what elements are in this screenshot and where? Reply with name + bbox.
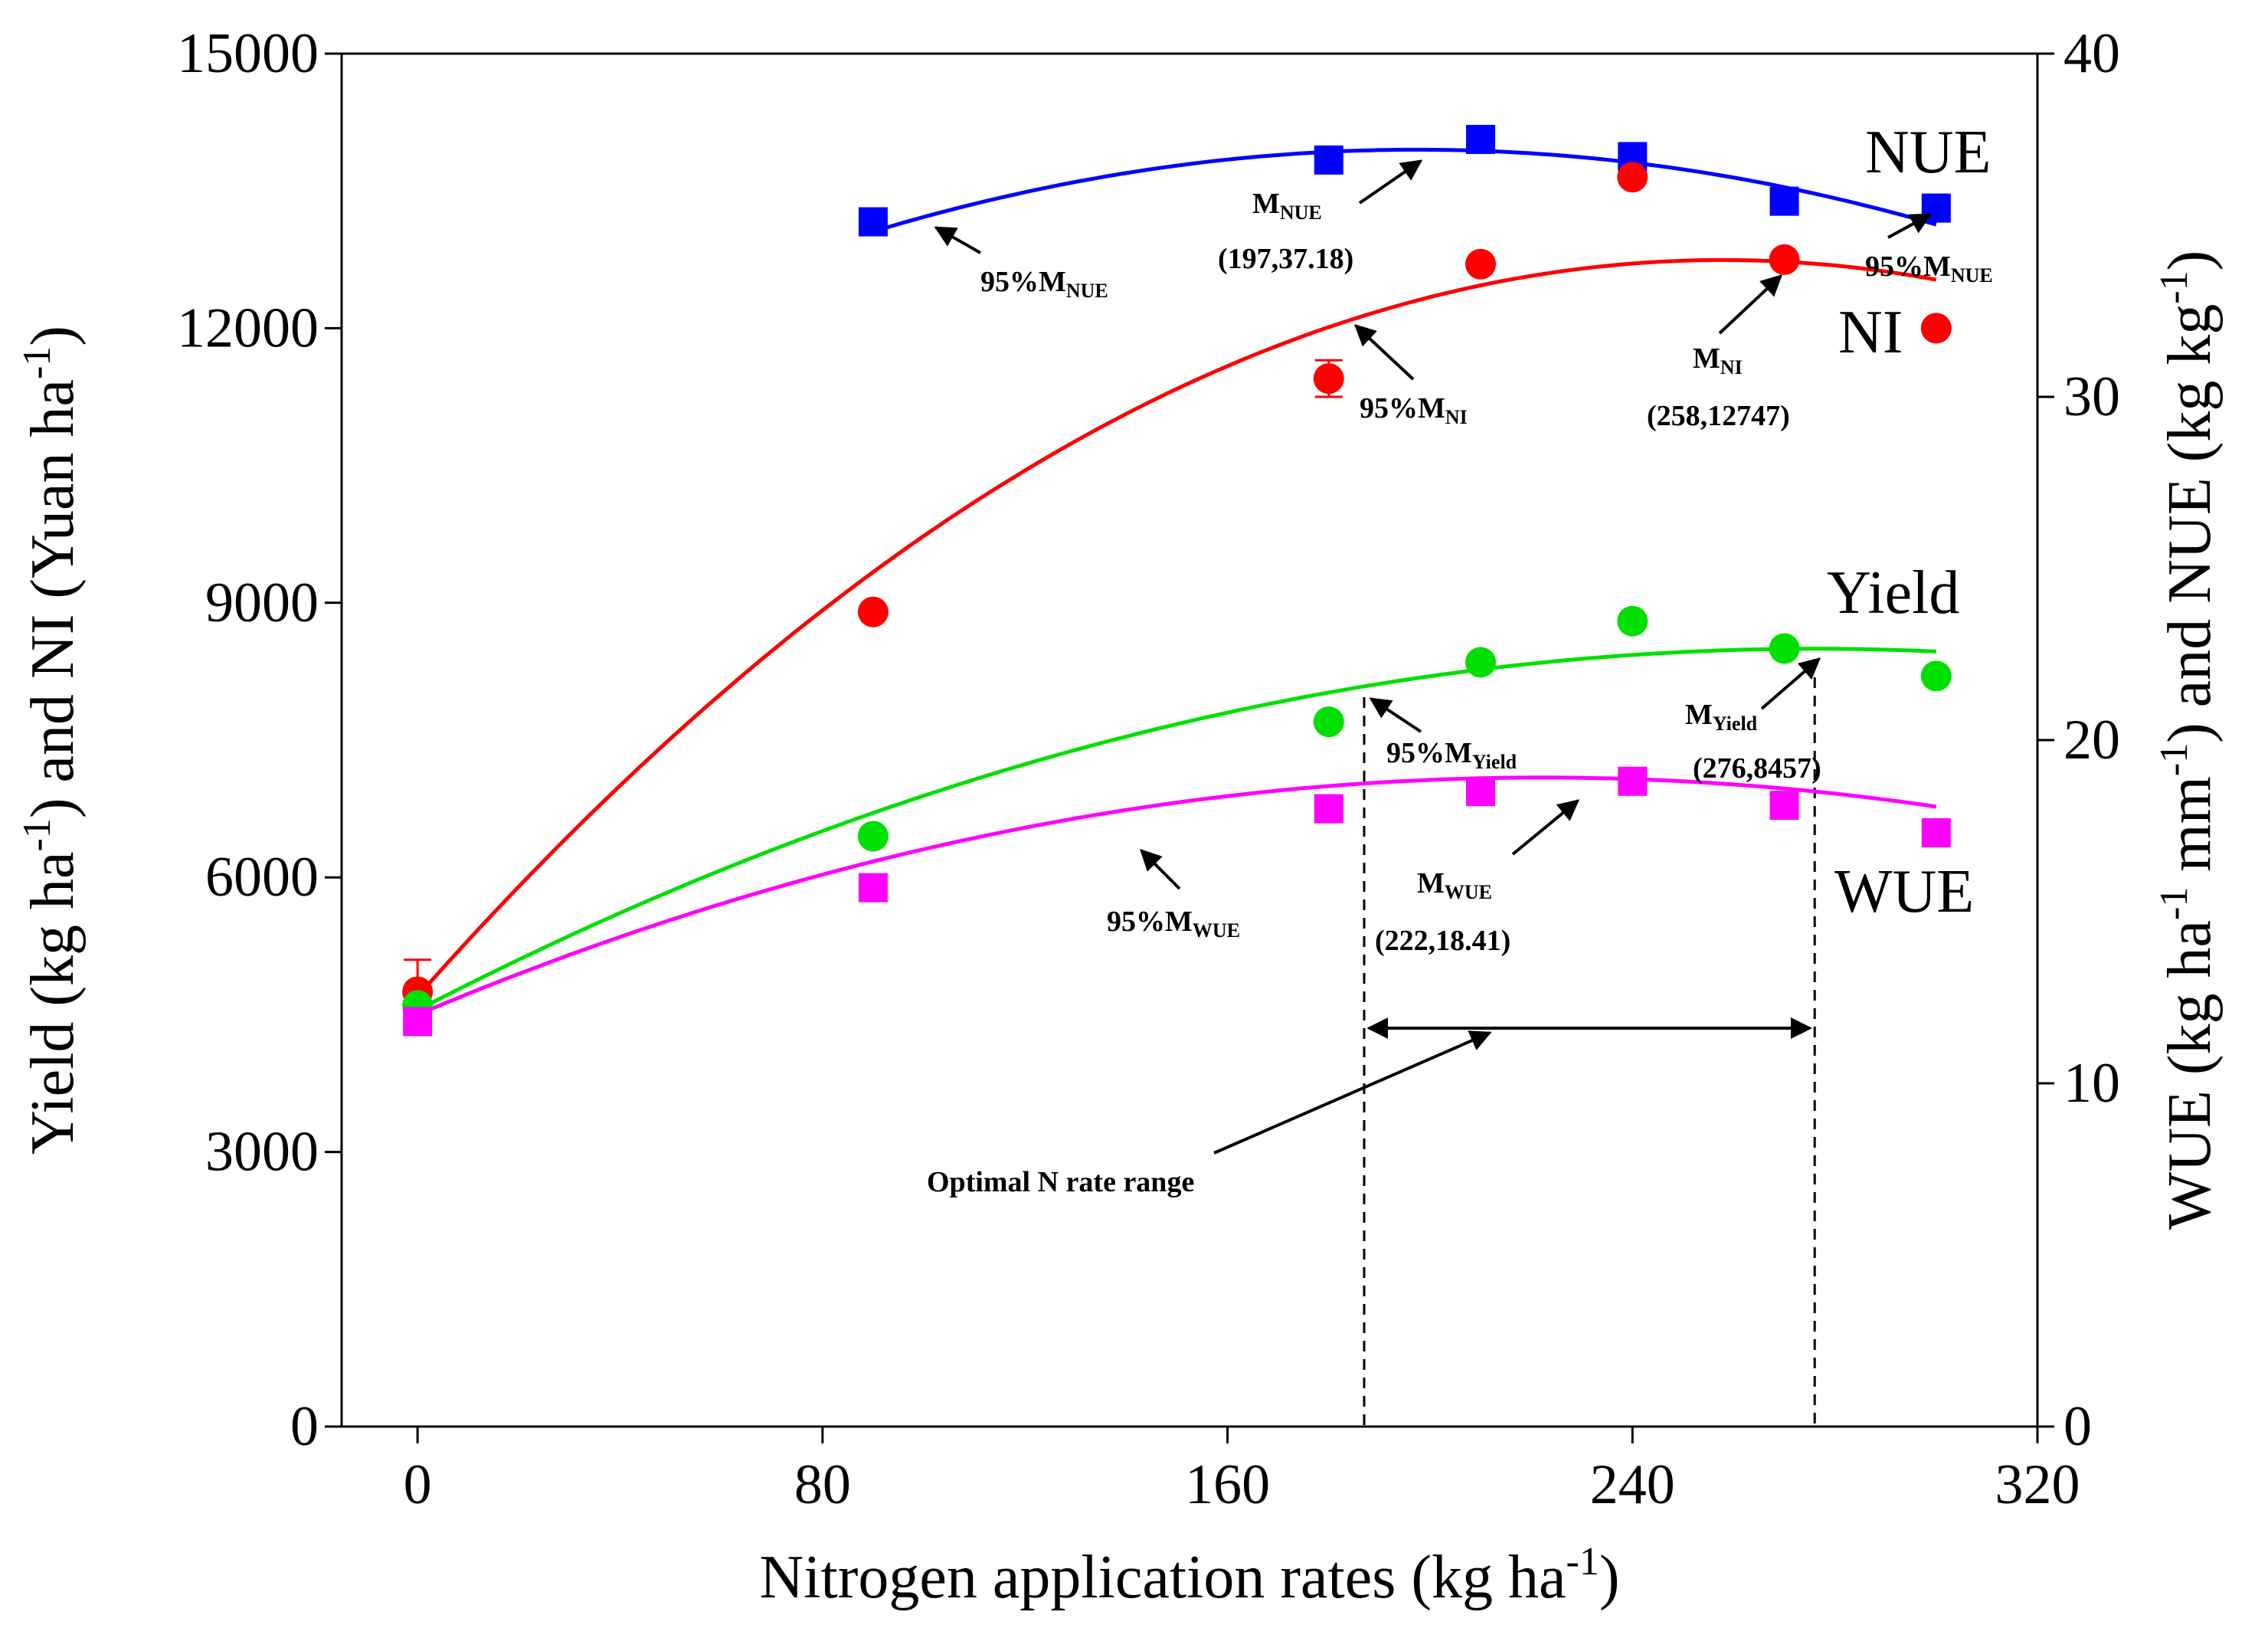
series-label-ni: NI [1838, 299, 1903, 366]
point-yield [1920, 660, 1952, 692]
label-p95-nue-right: 95%MNUE [1865, 251, 1993, 287]
point-yield [1465, 647, 1497, 678]
arrow-p95-ni [1353, 324, 1415, 381]
point-wue [1921, 817, 1951, 847]
label-m-ni: MNI [1693, 342, 1743, 378]
arrow-p95-nue-left [934, 226, 981, 254]
point-ni [1313, 363, 1344, 395]
point-wue [1466, 777, 1496, 807]
point-yield [857, 821, 889, 852]
point-ni [857, 596, 889, 627]
fit-curve-wue [417, 775, 1937, 1017]
point-wue [858, 873, 888, 903]
point-ni [1769, 244, 1800, 275]
y-right-tick-label: 40 [2063, 22, 2120, 85]
y-right-tick-label: 10 [2063, 1052, 2120, 1115]
annotation-arrows [934, 159, 1933, 1155]
fit-curves [416, 147, 1937, 1017]
label-p95-nue-left: 95%MNUE [980, 266, 1108, 302]
point-wue [1314, 794, 1343, 824]
x-tick-label: 240 [1590, 1453, 1675, 1516]
series-label-nue: NUE [1865, 119, 1991, 186]
arrow-p95-wue [1140, 849, 1181, 890]
x-axis-title: Nitrogen application rates (kg ha-1) [760, 1540, 1620, 1611]
arrow-m-nue [1358, 159, 1423, 205]
point-wue [403, 1007, 433, 1037]
y-left-tick-label: 15000 [177, 22, 319, 85]
label-p95-wue: 95%MWUE [1107, 906, 1240, 942]
y-left-tick-label: 0 [290, 1395, 319, 1458]
label-m-nue: MNUE [1252, 188, 1322, 224]
series-label-yield: Yield [1827, 559, 1959, 627]
series-label-wue: WUE [1834, 858, 1974, 925]
label-m-wue: MWUE [1417, 867, 1492, 903]
y-axis-right-title: WUE (kg ha-1 mm-1) and NUE (kg kg-1) [2152, 251, 2224, 1230]
x-tick-label: 80 [794, 1453, 851, 1516]
y-left-tick-label: 12000 [177, 296, 319, 359]
point-wue [1769, 791, 1799, 821]
arrow-p95-nue-right [1887, 213, 1933, 239]
fit-curve-ni [416, 257, 1937, 998]
point-nue [858, 207, 888, 237]
point-yield [1769, 633, 1800, 664]
label-p95-yield: 95%MYield [1386, 737, 1517, 773]
y-left-tick-label: 6000 [205, 846, 319, 909]
point-wue [1618, 766, 1648, 796]
arrow-m-yield [1760, 657, 1821, 710]
label-m-yield-value: (276,8457) [1693, 752, 1821, 785]
point-nue [1314, 145, 1343, 175]
label-m-yield: MYield [1685, 699, 1758, 735]
fit-curve-nue [872, 147, 1937, 234]
data-markers [402, 125, 1952, 1037]
label-optimal-n-range: Optimal N rate range [927, 1166, 1194, 1198]
y-axis-left-title: Yield (kg ha-1) and NI (Yuan ha-1) [15, 326, 87, 1155]
label-m-wue-value: (222,18.41) [1375, 925, 1510, 957]
label-m-ni-value: (258,12747) [1647, 400, 1790, 432]
fit-curve-yield [416, 647, 1936, 1012]
point-yield [1313, 706, 1344, 738]
arrow-m-wue [1511, 799, 1580, 856]
label-p95-ni: 95%MNI [1360, 392, 1468, 428]
y-right-tick-label: 20 [2063, 709, 2120, 771]
x-tick-label: 320 [1995, 1453, 2080, 1516]
point-nue [1769, 186, 1799, 216]
point-nue [1466, 125, 1496, 154]
point-ni [1920, 313, 1952, 344]
axis-ticks: 0 80 160 240 3200300060009000120001500001020… [177, 22, 2120, 1516]
y-right-tick-label: 30 [2063, 365, 2120, 428]
label-m-nue-value: (197,37.18) [1218, 243, 1353, 275]
point-yield [1617, 605, 1648, 637]
y-left-tick-label: 3000 [205, 1121, 319, 1184]
y-right-tick-label: 0 [2063, 1395, 2092, 1458]
point-ni [1617, 162, 1648, 193]
x-tick-label: 160 [1185, 1453, 1270, 1516]
arrow-p95-yield [1369, 697, 1422, 733]
x-axis-title-sup: -1 [1566, 1540, 1599, 1584]
x-tick-label: 0 [404, 1453, 432, 1516]
arrow-optimal [1213, 1030, 1492, 1155]
y-left-tick-label: 9000 [205, 572, 319, 634]
point-ni [1465, 248, 1497, 280]
arrow-m-ni [1718, 274, 1783, 335]
